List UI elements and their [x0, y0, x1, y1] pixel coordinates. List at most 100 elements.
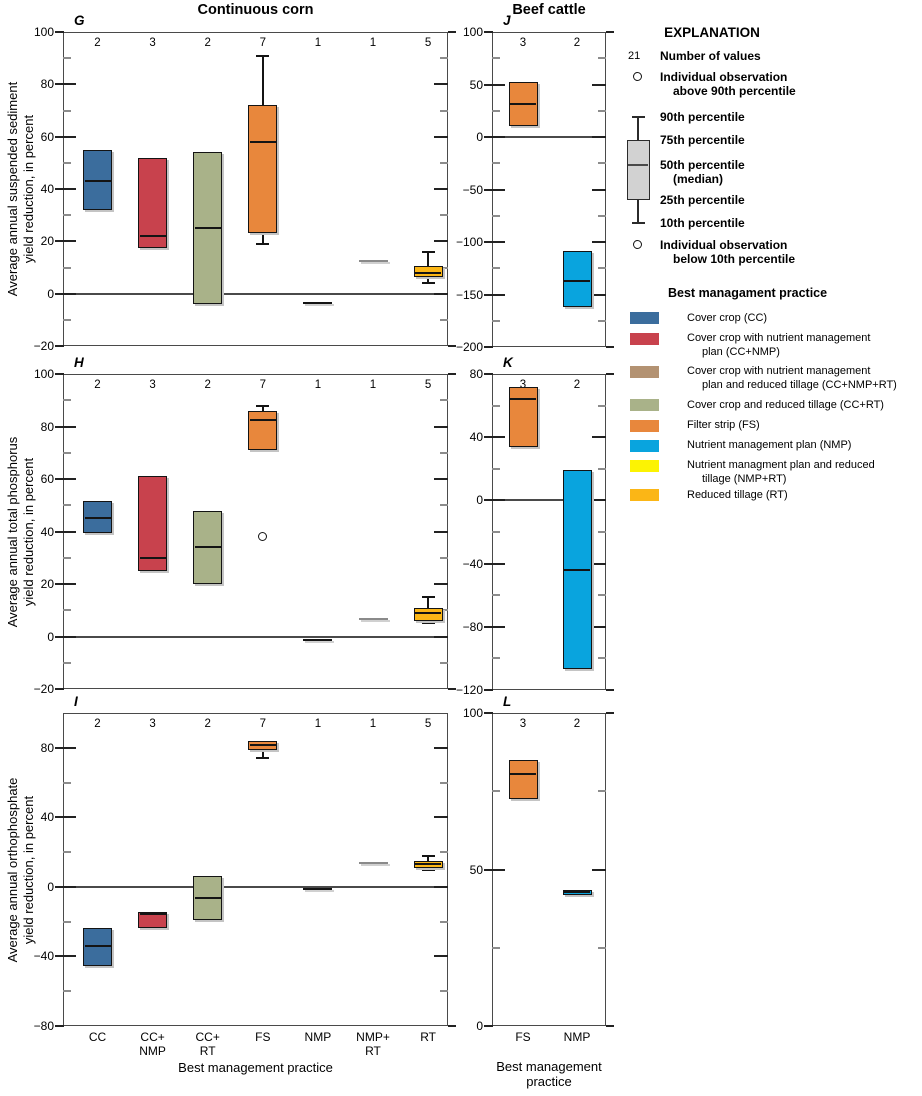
y-axis-major-tick [434, 240, 448, 243]
y-axis-major-tick [55, 345, 64, 347]
legend-below-line2: below 10th percentile [673, 252, 796, 266]
y-axis-major-tick [484, 241, 493, 243]
median-line [510, 398, 536, 401]
y-axis-tick-label: 20 [40, 577, 54, 591]
count-label: 3 [149, 379, 156, 391]
y-axis-major-tick [434, 135, 448, 138]
y-axis-major-tick [434, 746, 448, 749]
category-label-line: RT [199, 1043, 216, 1058]
y-axis-minor-tick [440, 109, 448, 112]
count-label: 7 [259, 37, 266, 49]
legend-swatch-NMP+RT [630, 460, 659, 472]
y-axis-minor-tick [63, 161, 71, 164]
y-axis-major-tick [55, 816, 64, 819]
lower-whisker-cap [421, 868, 435, 871]
legend-item-label-FS: Filter strip (FS) [687, 418, 760, 431]
y-axis-major-tick [434, 583, 448, 585]
count-label: 2 [204, 379, 211, 391]
legend-item-label-CC+NMP: plan (CC+NMP) [702, 345, 780, 358]
category-label-NMP: NMP [288, 1030, 348, 1045]
count-label: 2 [204, 37, 211, 49]
count-label: 2 [573, 379, 581, 391]
legend-below-line1: Individual observation [660, 238, 788, 252]
y-axis-major-tick [55, 240, 64, 243]
boxplot-box-CC+NMP [138, 157, 168, 248]
y-axis-minor-tick [440, 266, 448, 269]
category-label-line: NMP [304, 1030, 332, 1044]
y-axis-tick-label: 0 [476, 493, 483, 508]
upper-whisker [262, 405, 264, 411]
y-axis-major-tick [492, 83, 505, 86]
count-label: 3 [149, 37, 156, 49]
boxplot-box-CC [83, 501, 112, 533]
y-axis-minor-tick [492, 594, 500, 597]
y-axis-major-tick [448, 31, 456, 33]
y-axis-major-tick [63, 240, 76, 243]
y-axis-minor-tick [63, 661, 71, 664]
y-axis-title-H: Average annual total phosphorus yield red… [5, 362, 37, 702]
y-axis-major-tick [484, 625, 493, 628]
y-axis-major-tick [55, 635, 64, 638]
y-axis-minor-tick [598, 267, 606, 270]
median-line [84, 945, 111, 947]
y-axis-tick-label: 80 [469, 367, 483, 381]
legend-above-line1: Individual observation [660, 70, 788, 84]
y-axis-minor-tick [63, 920, 71, 923]
y-axis-major-tick [55, 478, 64, 480]
y-axis-minor-tick [598, 404, 606, 407]
legend-swatch-CC [630, 312, 659, 324]
y-axis-major-tick [434, 188, 448, 190]
y-axis-minor-tick [440, 609, 448, 612]
y-axis-minor-tick [598, 109, 606, 112]
y-axis-major-tick [448, 688, 456, 690]
y-axis-minor-tick [63, 57, 71, 60]
y-axis-minor-tick [440, 661, 448, 664]
y-axis-tick-label: 60 [40, 129, 54, 144]
y-axis-major-tick [434, 635, 448, 638]
y-axis-tick-label: −150 [455, 287, 483, 302]
count-label: 2 [573, 37, 581, 49]
y-axis-major-tick [484, 562, 493, 565]
count-label: 3 [519, 37, 527, 49]
y-axis-major-tick [55, 135, 64, 138]
y-axis-major-tick [492, 136, 505, 138]
y-axis-major-tick [592, 83, 606, 86]
category-label-line: NMP [563, 1030, 591, 1044]
boxplot-box-FS [248, 105, 278, 234]
median-line [249, 140, 276, 143]
median-line [564, 568, 590, 571]
category-label-FS: FS [493, 1030, 553, 1045]
y-axis-minor-tick [440, 214, 448, 217]
y-axis-minor-tick [63, 451, 71, 454]
y-axis-tick-label: 60 [40, 472, 54, 486]
y-axis-major-tick [55, 83, 64, 86]
y-axis-major-tick [434, 425, 448, 428]
y-axis-minor-tick [440, 318, 448, 321]
y-axis-major-tick [592, 293, 606, 296]
y-axis-minor-tick [598, 594, 606, 597]
median-line [415, 271, 442, 274]
boxplot-box-CC+NMP [138, 476, 168, 571]
upper-whisker [427, 856, 429, 861]
y-axis-minor-tick [598, 946, 606, 949]
upper-whisker-cap [421, 855, 435, 858]
y-axis-minor-tick [492, 267, 500, 270]
y-axis-minor-tick [63, 504, 71, 507]
median-line [139, 235, 166, 238]
count-label: 5 [424, 379, 432, 391]
legend-p25-label: 25th percentile [660, 193, 745, 207]
y-axis-minor-tick [63, 266, 71, 269]
y-axis-major-tick [55, 530, 64, 533]
count-label: 1 [314, 379, 322, 391]
y-axis-minor-tick [598, 657, 606, 660]
y-axis-minor-tick [440, 556, 448, 559]
y-axis-major-tick [592, 625, 606, 628]
y-axis-tick-label: 80 [40, 740, 54, 755]
legend-schematic-upper-cap [631, 116, 645, 118]
count-label: 3 [519, 379, 527, 391]
y-axis-major-tick [55, 955, 64, 958]
category-label-line: RT [365, 1043, 381, 1058]
y-axis-tick-label: −120 [455, 683, 483, 697]
count-label: 1 [369, 379, 377, 391]
y-axis-minor-tick [598, 531, 606, 533]
